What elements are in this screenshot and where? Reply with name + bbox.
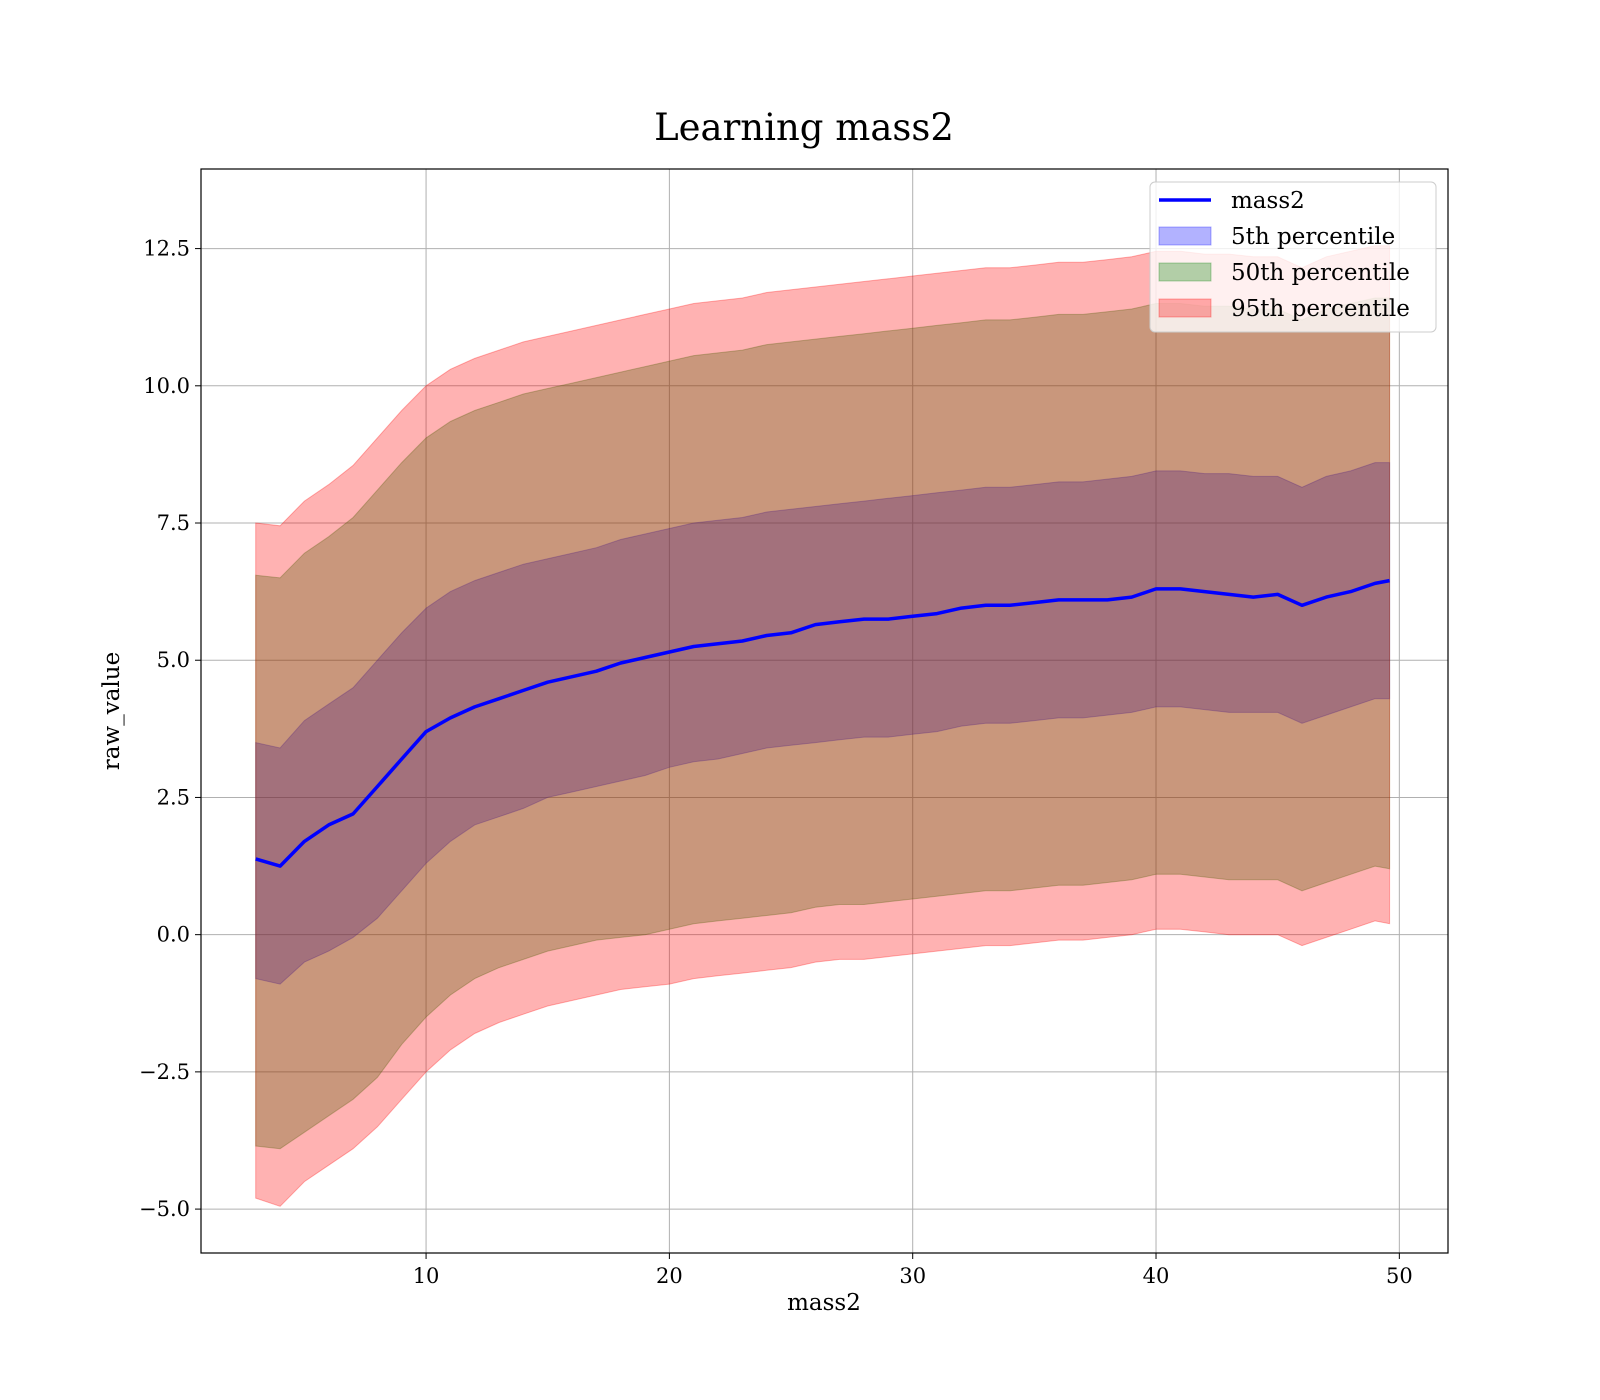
legend: mass2 5th percentile 50th percentile 95t…	[1149, 181, 1437, 333]
x-tick-label: 30	[899, 1264, 926, 1288]
y-tick-label: 7.5	[157, 511, 190, 535]
y-tick-label: 2.5	[157, 785, 190, 809]
legend-label-mass2: mass2	[1231, 188, 1305, 214]
x-tick-label: 10	[413, 1264, 440, 1288]
y-tick-label: 12.5	[143, 237, 190, 261]
band-3	[255, 245, 1391, 1207]
y-tick-label: 5.0	[157, 648, 190, 672]
legend-swatch-50th	[1158, 262, 1212, 282]
bands	[255, 245, 1391, 1207]
x-tick-label: 40	[1143, 1264, 1170, 1288]
y-tick-label: 10.0	[143, 374, 190, 398]
x-tick-label: 20	[656, 1264, 683, 1288]
y-tick-label: 0.0	[157, 923, 190, 947]
lines	[255, 578, 1390, 868]
legend-label-95th: 95th percentile	[1231, 296, 1410, 322]
y-axis: −5.0 −2.5 0.0 2.5 5.0 7.5 10.0 12.5	[139, 237, 201, 1221]
legend-swatch-5th	[1158, 226, 1212, 246]
y-tick-label: −2.5	[139, 1060, 190, 1084]
band-1	[255, 462, 1391, 985]
x-axis-label: mass2	[787, 1290, 861, 1316]
grid	[201, 169, 1448, 1253]
plot-frame	[200, 168, 1449, 1254]
y-axis-label: raw_value	[99, 652, 125, 770]
plot-area: 10 20 30 40 50 −5.0 −2.5 0.0 2.5 5.0 7.5 10.0 12.5	[139, 168, 1449, 1288]
legend-label-5th: 5th percentile	[1231, 224, 1395, 250]
chart-title: Learning mass2	[654, 106, 954, 149]
x-tick-label: 50	[1386, 1264, 1413, 1288]
legend-label-50th: 50th percentile	[1231, 260, 1410, 286]
band-2	[255, 297, 1391, 1150]
x-axis: 10 20 30 40 50	[413, 1253, 1413, 1288]
series-line-0	[255, 578, 1390, 868]
legend-swatch-95th	[1158, 298, 1212, 318]
y-tick-label: −5.0	[139, 1197, 190, 1221]
legend-frame	[1149, 181, 1437, 333]
